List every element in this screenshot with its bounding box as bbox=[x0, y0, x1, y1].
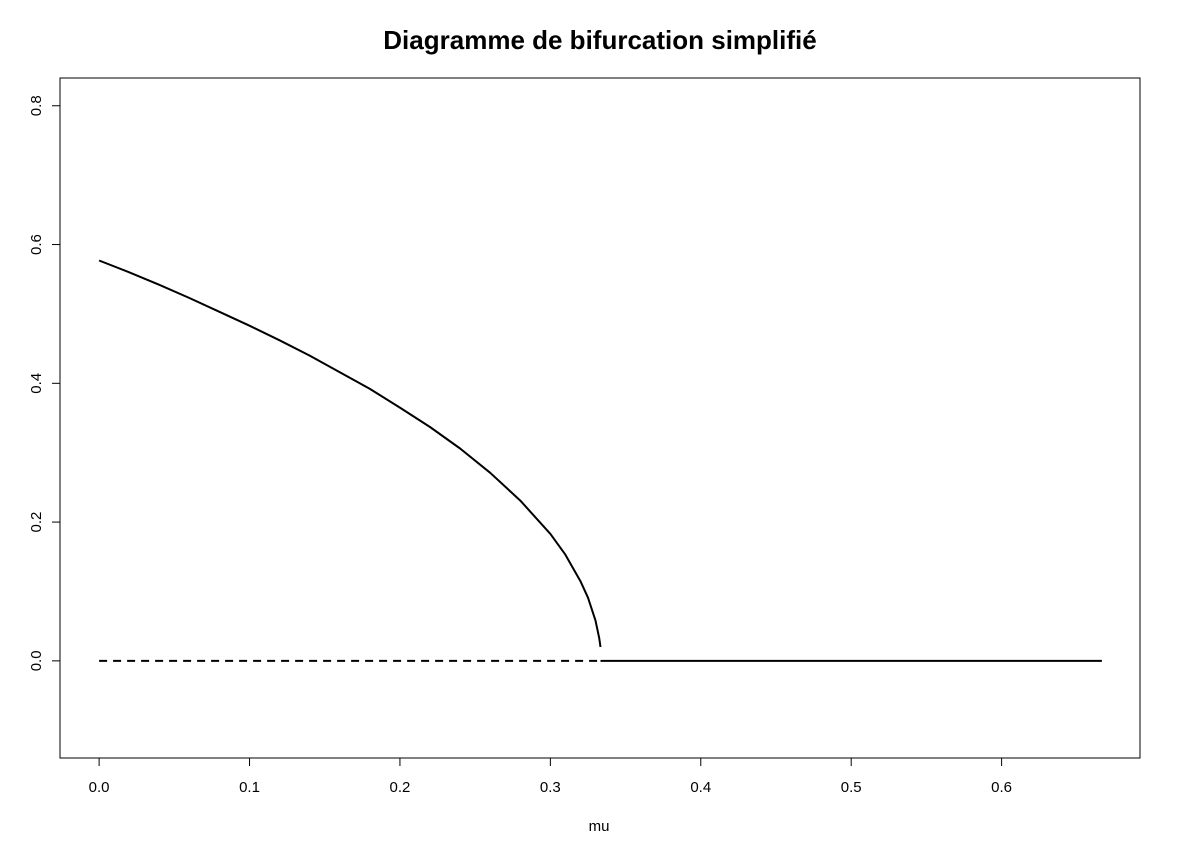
x-tick-label: 0.3 bbox=[540, 779, 561, 796]
x-tick-label: 0.2 bbox=[390, 779, 411, 796]
x-tick-label: 0.5 bbox=[841, 779, 862, 796]
y-tick-label: 0.8 bbox=[28, 95, 45, 116]
y-tick-label: 0.2 bbox=[28, 512, 45, 533]
y-tick-label: 0.6 bbox=[28, 234, 45, 255]
y-tick-label: 0.0 bbox=[28, 650, 45, 671]
x-tick-label: 0.4 bbox=[690, 779, 711, 796]
x-tick-label: 0.1 bbox=[239, 779, 260, 796]
stable-branch-line bbox=[98, 259, 602, 648]
x-tick-label: 0.0 bbox=[89, 779, 110, 796]
y-tick-label: 0.4 bbox=[28, 373, 45, 394]
x-axis-label: mu bbox=[589, 818, 610, 835]
x-axis: 0.0 0.1 0.2 0.3 0.4 0.5 0.6 bbox=[89, 757, 1012, 796]
chart-title: Diagramme de bifurcation simplifié bbox=[383, 25, 816, 55]
y-axis: 0.0 0.2 0.4 0.6 0.8 bbox=[28, 95, 61, 671]
plot-frame bbox=[59, 77, 1141, 759]
x-tick-label: 0.6 bbox=[991, 779, 1012, 796]
series-layer bbox=[98, 259, 1102, 662]
